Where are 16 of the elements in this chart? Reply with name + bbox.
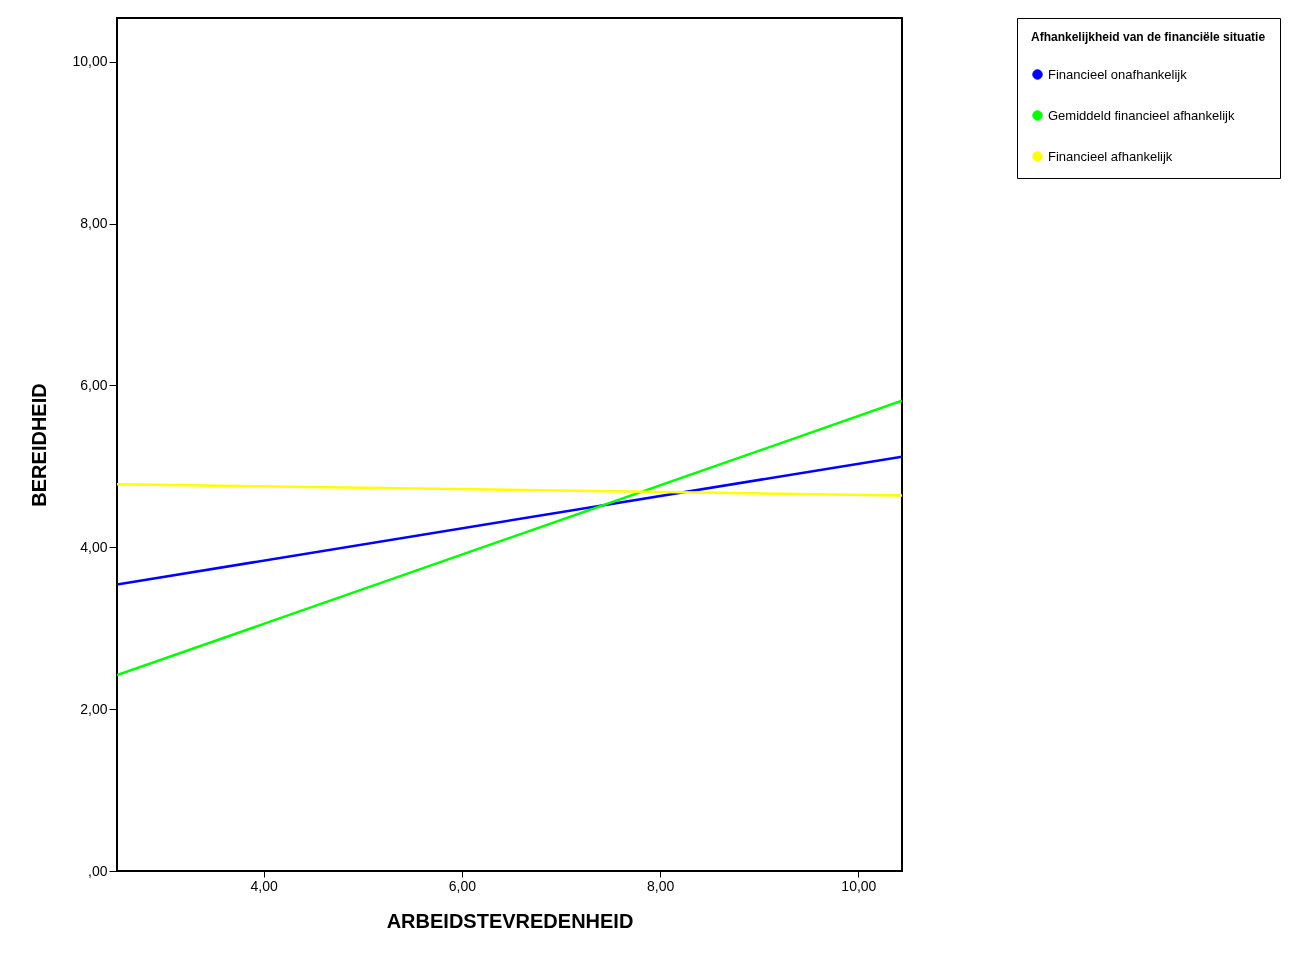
y-tick-label: 6,00 bbox=[80, 376, 108, 393]
y-tick-label: ,00 bbox=[88, 862, 108, 879]
legend-label: Financieel onafhankelijk bbox=[1048, 66, 1188, 82]
x-tick-label: 8,00 bbox=[647, 877, 675, 894]
legend-title: Afhankelijkheid van de financiële situatie bbox=[1031, 30, 1266, 44]
x-axis-title: ARBEIDSTEVREDENHEID bbox=[386, 909, 634, 932]
y-tick-label: 10,00 bbox=[72, 53, 108, 70]
y-axis-title: BEREIDHEID bbox=[28, 383, 51, 507]
y-tick-label: 8,00 bbox=[80, 215, 108, 232]
legend-label: Gemiddeld financieel afhankelijk bbox=[1048, 107, 1235, 123]
x-tick-label: 6,00 bbox=[448, 877, 477, 894]
y-tick-label: 4,00 bbox=[80, 538, 108, 555]
y-tick-label: 2,00 bbox=[80, 700, 108, 717]
x-tick-label: 10,00 bbox=[841, 877, 877, 894]
legend-label: Financieel afhankelijk bbox=[1048, 148, 1173, 164]
x-tick-label: 4,00 bbox=[250, 877, 279, 894]
